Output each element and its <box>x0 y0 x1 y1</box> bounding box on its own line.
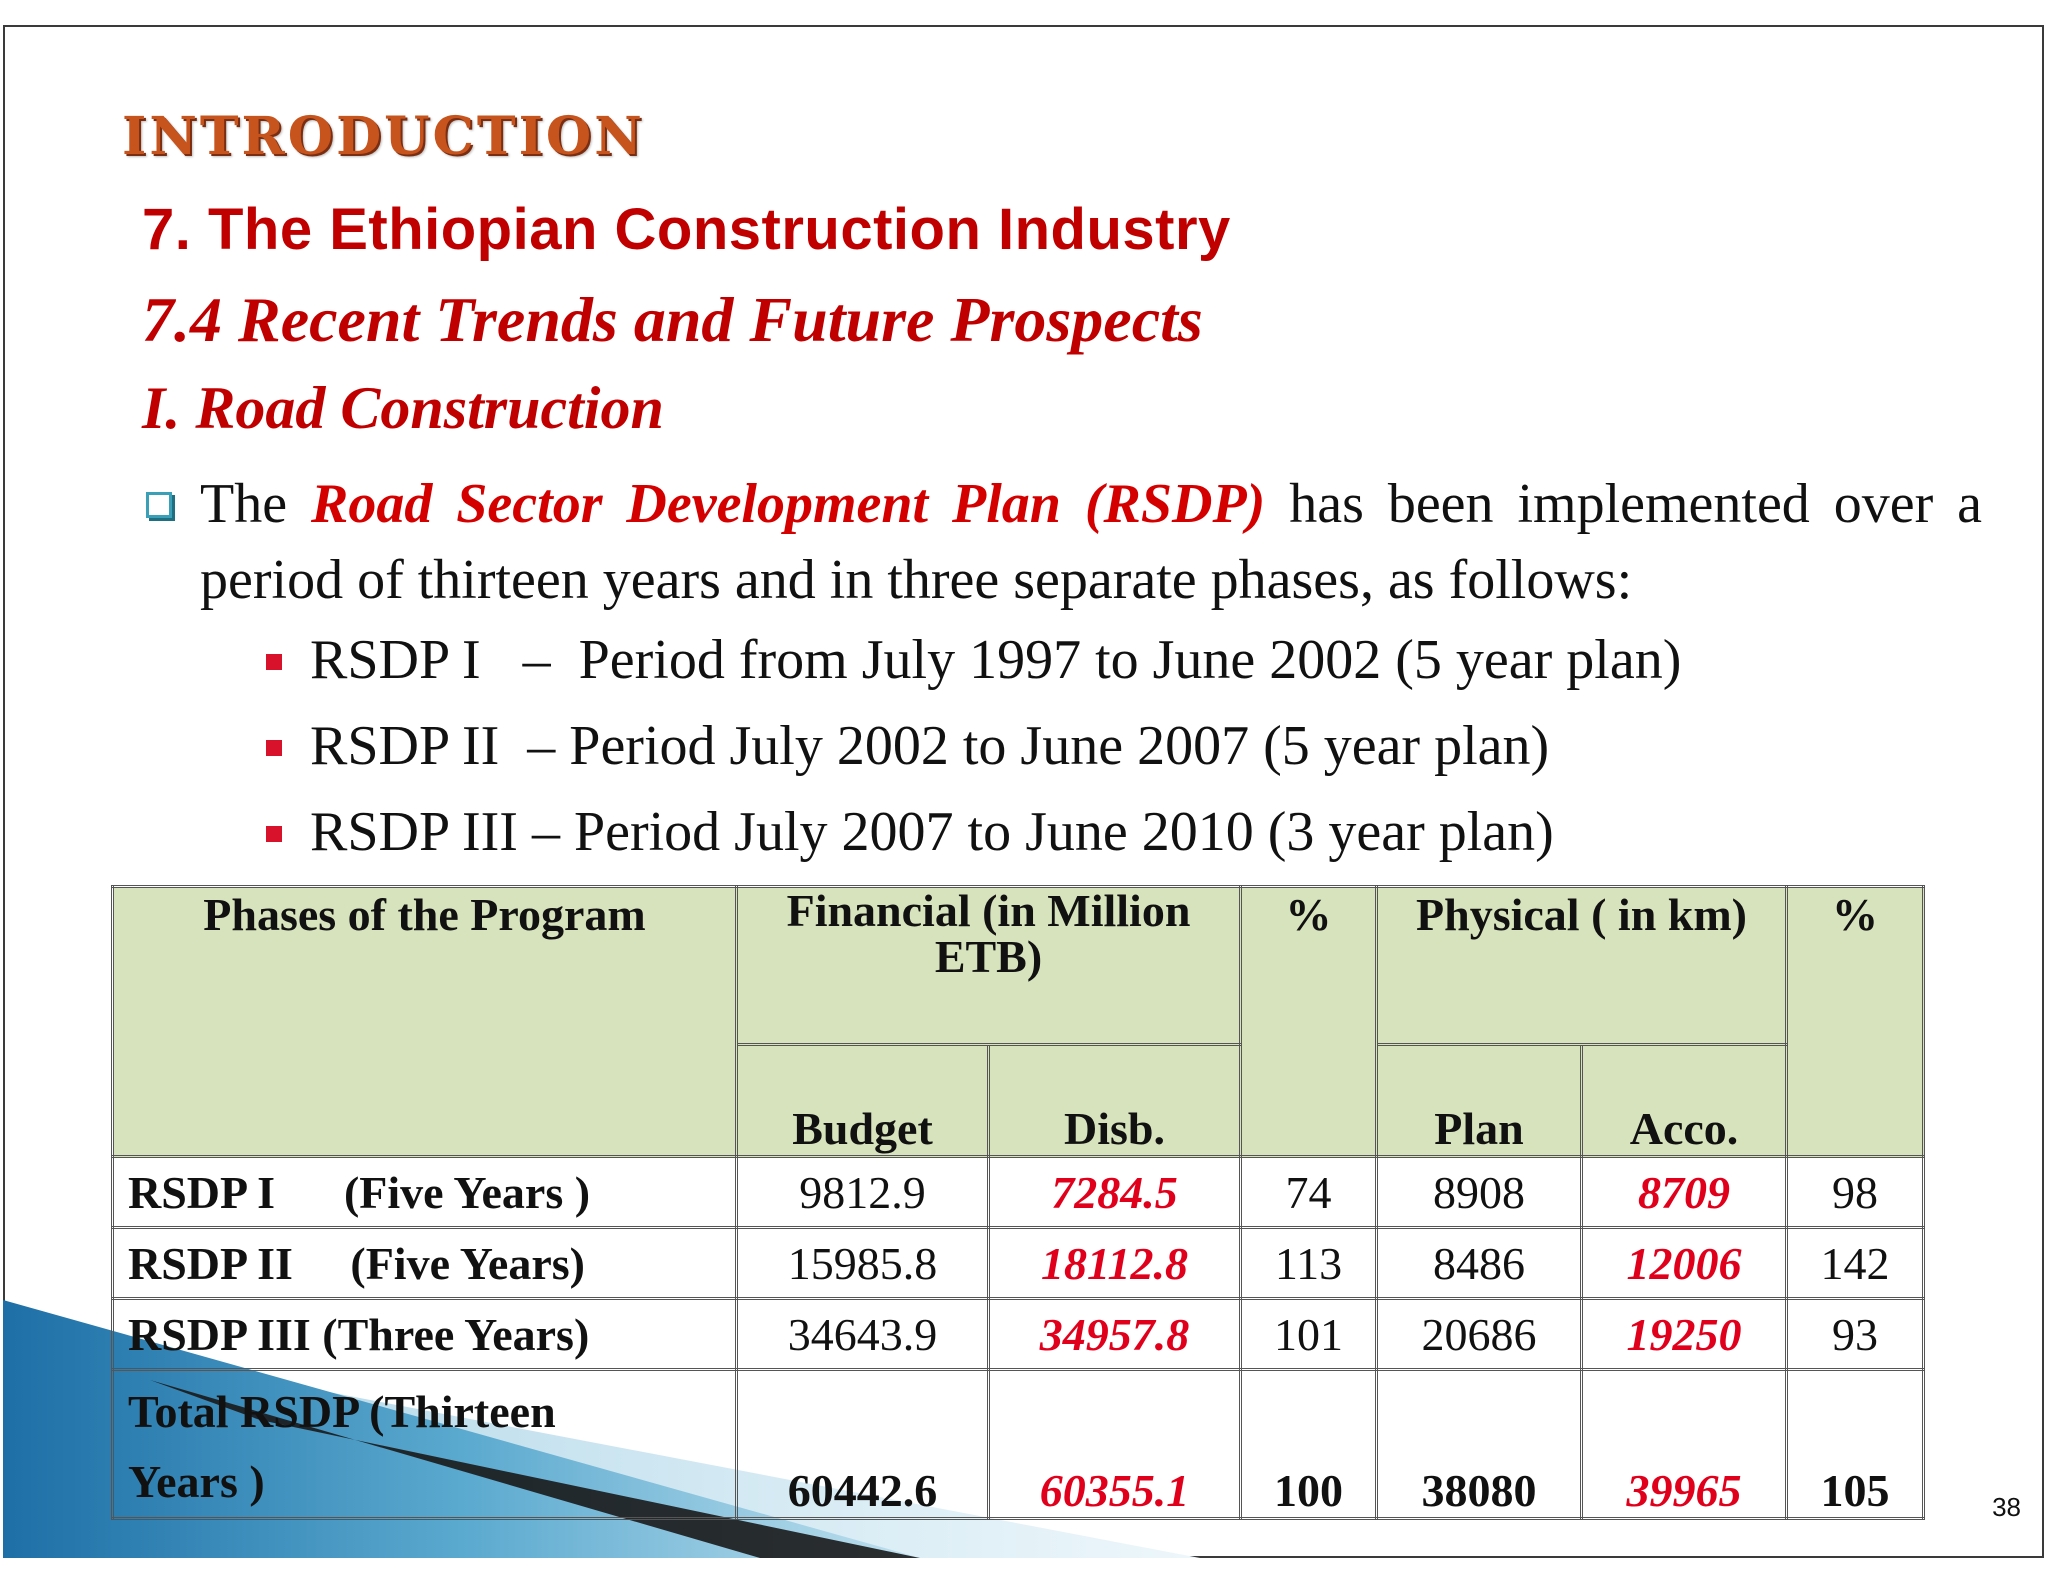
header-physical-percent: % <box>1785 885 1926 1158</box>
total-phase-line2: Years ) <box>128 1456 265 1507</box>
paragraph-rest: has been implemented over a period of th… <box>200 473 1983 611</box>
row-disb: 34957.8 <box>986 1297 1243 1371</box>
row-disb: 18112.8 <box>986 1226 1243 1300</box>
row-acco: 12006 <box>1580 1226 1789 1300</box>
table-row: RSDP II (Five Years) 15985.8 18112.8 113… <box>111 1226 1926 1300</box>
header-financial: Financial (in Million ETB) <box>734 885 1243 1046</box>
row-budget: 34643.9 <box>735 1297 990 1371</box>
row-plan: 20686 <box>1375 1297 1584 1371</box>
table-row: RSDP I (Five Years ) 9812.9 7284.5 74 89… <box>111 1155 1926 1229</box>
header-phases: Phases of the Program <box>111 885 738 1158</box>
total-fin-pct: 100 <box>1239 1368 1379 1520</box>
row-fin-pct: 74 <box>1239 1155 1379 1229</box>
table-total-row: Total RSDP (Thirteen Years ) 60442.6 6035… <box>111 1368 1926 1520</box>
phase-list-item: RSDP III – Period July 2007 to June 2010… <box>310 801 1554 863</box>
header-budget: Budget <box>735 1043 990 1158</box>
slide-heading: 7. The Ethiopian Construction Industry <box>142 197 1231 262</box>
total-phase-line1: Total RSDP (Thirteen <box>128 1386 556 1437</box>
row-phase: RSDP II (Five Years) <box>111 1226 738 1300</box>
header-physical: Physical ( in km) <box>1375 885 1789 1046</box>
row-phys-pct: 142 <box>1785 1226 1926 1300</box>
red-bullet-icon <box>266 740 282 756</box>
row-phys-pct: 98 <box>1785 1155 1926 1229</box>
red-bullet-icon <box>266 654 282 670</box>
rsdp-table: Phases of the Program Financial (in Mill… <box>111 885 1926 1520</box>
total-disb: 60355.1 <box>986 1368 1243 1520</box>
total-acco: 39965 <box>1580 1368 1789 1520</box>
row-acco: 8709 <box>1580 1155 1789 1229</box>
slide-kicker: INTRODUCTION <box>122 106 645 167</box>
phase-list-item: RSDP I – Period from July 1997 to June 2… <box>310 629 1682 691</box>
header-plan: Plan <box>1375 1043 1584 1158</box>
intro-paragraph: The Road Sector Development Plan (RSDP) … <box>200 466 1982 618</box>
total-phase: Total RSDP (Thirteen Years ) <box>111 1368 738 1520</box>
paragraph-lead: The <box>200 473 311 535</box>
row-plan: 8908 <box>1375 1155 1584 1229</box>
row-phase: RSDP III (Three Years) <box>111 1297 738 1371</box>
row-phys-pct: 93 <box>1785 1297 1926 1371</box>
row-fin-pct: 113 <box>1239 1226 1379 1300</box>
total-budget: 60442.6 <box>735 1368 990 1520</box>
page-number: 38 <box>1992 1492 2021 1522</box>
table-row: RSDP III (Three Years) 34643.9 34957.8 1… <box>111 1297 1926 1371</box>
red-bullet-icon <box>266 826 282 842</box>
header-acco: Acco. <box>1580 1043 1789 1158</box>
phase-list-item: RSDP II – Period July 2002 to June 2007 … <box>310 715 1550 777</box>
row-fin-pct: 101 <box>1239 1297 1379 1371</box>
row-plan: 8486 <box>1375 1226 1584 1300</box>
rsdp-emphasis: Road Sector Development Plan (RSDP) <box>311 473 1266 535</box>
header-disb: Disb. <box>986 1043 1243 1158</box>
slide-subheading: 7.4 Recent Trends and Future Prospects <box>142 284 1203 355</box>
row-budget: 15985.8 <box>735 1226 990 1300</box>
total-phys-pct: 105 <box>1785 1368 1926 1520</box>
row-acco: 19250 <box>1580 1297 1789 1371</box>
row-disb: 7284.5 <box>986 1155 1243 1229</box>
row-budget: 9812.9 <box>735 1155 990 1229</box>
square-bullet-icon <box>146 492 172 518</box>
header-financial-percent: % <box>1239 885 1379 1158</box>
total-plan: 38080 <box>1375 1368 1584 1520</box>
row-phase: RSDP I (Five Years ) <box>111 1155 738 1229</box>
section-title: I. Road Construction <box>142 375 664 441</box>
